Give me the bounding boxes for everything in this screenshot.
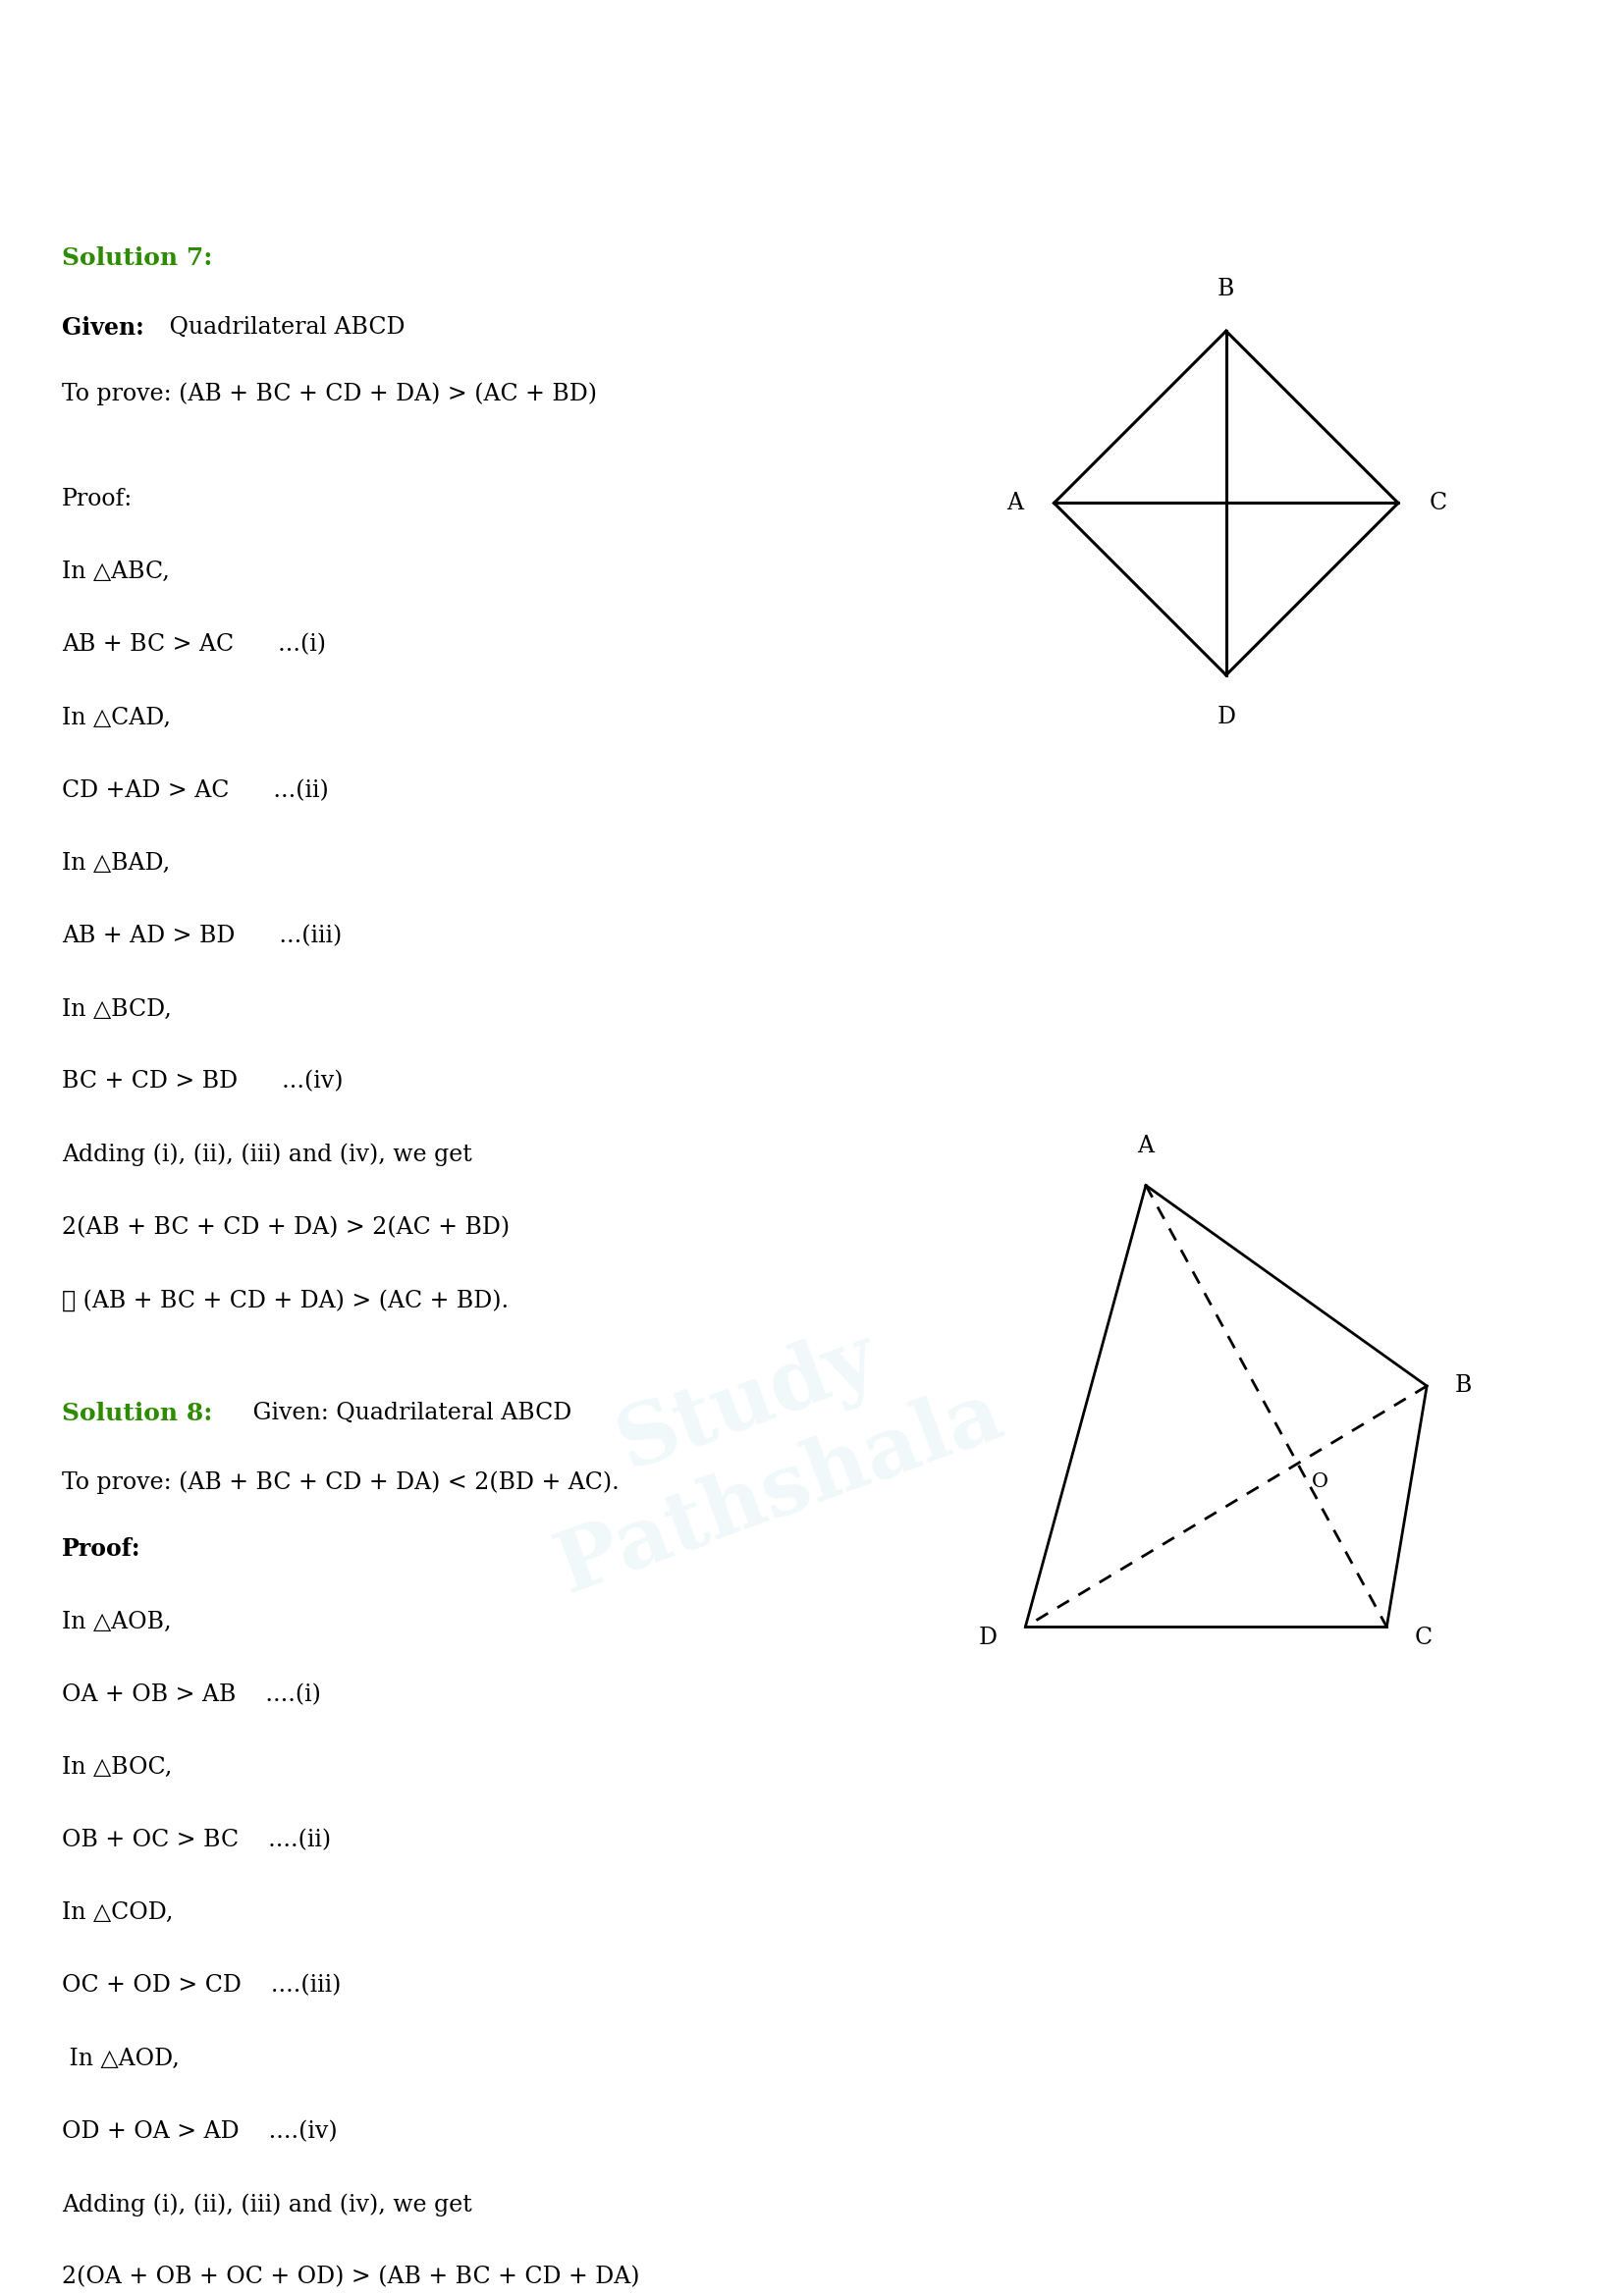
Text: Class IX: Class IX — [755, 25, 869, 51]
Text: Given: Quadrilateral ABCD: Given: Quadrilateral ABCD — [245, 1403, 572, 1424]
Text: Quadrilateral ABCD: Quadrilateral ABCD — [162, 317, 406, 338]
Text: In △ABC,: In △ABC, — [62, 560, 169, 583]
Text: Given:: Given: — [62, 317, 145, 340]
Text: To prove: (AB + BC + CD + DA) > (AC + BD): To prove: (AB + BC + CD + DA) > (AC + BD… — [62, 381, 598, 404]
Text: In △CAD,: In △CAD, — [62, 707, 171, 730]
Text: Solution 7:: Solution 7: — [62, 246, 213, 269]
Text: B: B — [1218, 278, 1234, 301]
Text: Proof:: Proof: — [62, 1538, 141, 1561]
Text: 2(OA + OB + OC + OD) > (AB + BC + CD + DA): 2(OA + OB + OC + OD) > (AB + BC + CD + D… — [62, 2266, 640, 2289]
Text: O: O — [1312, 1472, 1328, 1490]
Text: Solution 8:: Solution 8: — [62, 1403, 213, 1426]
Text: Inequalities in a Triangle: Inequalities in a Triangle — [638, 154, 986, 179]
Text: Adding (i), (ii), (iii) and (iv), we get: Adding (i), (ii), (iii) and (iv), we get — [62, 1143, 473, 1166]
Text: In △AOD,: In △AOD, — [62, 2048, 179, 2071]
Text: RS Aggarwal Solutions: RS Aggarwal Solutions — [653, 67, 971, 94]
Text: B: B — [1455, 1375, 1471, 1398]
Text: In △AOB,: In △AOB, — [62, 1609, 171, 1632]
Text: ∴ (AB + BC + CD + DA) > (AC + BD).: ∴ (AB + BC + CD + DA) > (AC + BD). — [62, 1288, 508, 1311]
Text: In △COD,: In △COD, — [62, 1901, 174, 1924]
Text: AB + BC > AC      ...(i): AB + BC > AC ...(i) — [62, 634, 326, 657]
Text: Adding (i), (ii), (iii) and (iv), we get: Adding (i), (ii), (iii) and (iv), we get — [62, 2193, 473, 2216]
Text: A: A — [1007, 491, 1023, 514]
Text: OB + OC > BC    ....(ii): OB + OC > BC ....(ii) — [62, 1830, 331, 1851]
Text: In △BOC,: In △BOC, — [62, 1756, 172, 1779]
Text: 2(AB + BC + CD + DA) > 2(AC + BD): 2(AB + BC + CD + DA) > 2(AC + BD) — [62, 1217, 510, 1240]
Text: Page 5 of 10: Page 5 of 10 — [734, 2241, 890, 2264]
Text: In △BCD,: In △BCD, — [62, 999, 172, 1019]
Text: OD + OA > AD    ....(iv): OD + OA > AD ....(iv) — [62, 2119, 338, 2142]
Text: Proof:: Proof: — [62, 489, 133, 510]
Text: To prove: (AB + BC + CD + DA) < 2(BD + AC).: To prove: (AB + BC + CD + DA) < 2(BD + A… — [62, 1472, 619, 1495]
Text: Chapter 9: Congruence of Triangles and: Chapter 9: Congruence of Triangles and — [533, 110, 1091, 135]
Text: C: C — [1429, 491, 1447, 514]
Text: A: A — [1137, 1134, 1155, 1157]
Text: BC + CD > BD      ...(iv): BC + CD > BD ...(iv) — [62, 1070, 343, 1093]
Text: OC + OD > CD    ....(iii): OC + OD > CD ....(iii) — [62, 1975, 341, 1998]
Text: AB + AD > BD      ...(iii): AB + AD > BD ...(iii) — [62, 925, 341, 948]
Text: D: D — [979, 1628, 997, 1649]
Text: In △BAD,: In △BAD, — [62, 852, 171, 875]
Text: OA + OB > AB    ....(i): OA + OB > AB ....(i) — [62, 1683, 322, 1706]
Text: D: D — [1216, 705, 1236, 728]
Text: Study
Pathshala: Study Pathshala — [513, 1281, 1013, 1609]
Text: CD +AD > AC      ...(ii): CD +AD > AC ...(ii) — [62, 778, 328, 801]
Text: C: C — [1415, 1628, 1432, 1649]
